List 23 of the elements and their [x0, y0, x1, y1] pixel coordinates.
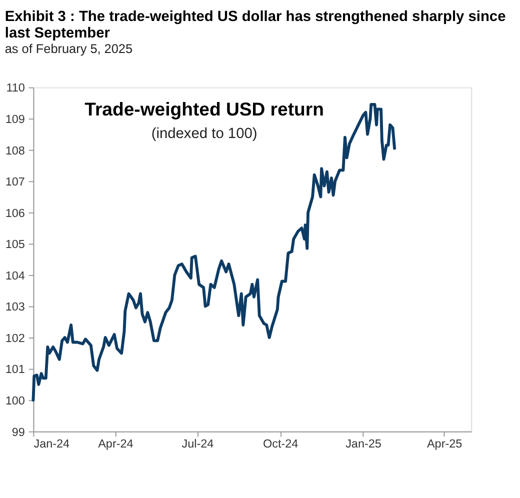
annotation: (indexed to 100): [151, 126, 258, 142]
y-tick-label: 109: [5, 112, 25, 126]
chart-title: Exhibit 3 : The trade-weighted US dollar has strengthened sharply since last September: [4, 8, 506, 42]
x-tick-label: Apr-25: [426, 438, 463, 451]
line-series: [32, 103, 396, 402]
y-tick-label: 101: [5, 363, 25, 376]
y-tick-label: 100: [5, 394, 26, 408]
y-tick-label: 99: [12, 426, 25, 439]
x-tick-label: Jul-24: [182, 438, 214, 451]
x-tick-label: Jan-25: [346, 438, 382, 451]
x-tick-label: Apr-24: [98, 438, 134, 451]
annotation: Trade-weighted USD return: [84, 98, 324, 120]
y-tick-label: 108: [5, 144, 26, 158]
y-tick-label: 106: [5, 206, 25, 220]
y-tick-label: 107: [5, 176, 25, 189]
chart-subtitle: as of February 5, 2025: [4, 42, 133, 56]
y-tick-label: 104: [5, 269, 26, 282]
y-tick-label: 105: [5, 238, 26, 252]
y-tick-label: 103: [5, 300, 25, 314]
x-tick-label: Jan-24: [34, 438, 70, 451]
x-tick-label: Oct-24: [263, 438, 299, 451]
y-tick-label: 102: [5, 332, 25, 345]
y-tick-label: 110: [6, 82, 26, 95]
